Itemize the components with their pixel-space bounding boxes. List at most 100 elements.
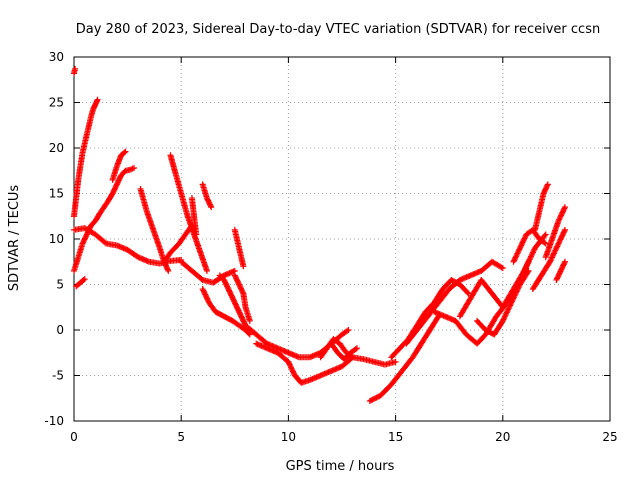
y-tick-label: 15 — [49, 187, 64, 201]
series-arc-4 — [109, 148, 129, 183]
data-point — [392, 358, 399, 365]
data-point — [366, 397, 373, 404]
data-point — [204, 295, 211, 302]
data-point — [344, 327, 351, 334]
data-point — [521, 235, 528, 242]
data-point — [511, 257, 518, 264]
data-point — [556, 239, 563, 246]
data-point — [561, 228, 568, 235]
y-tick-label: -5 — [52, 369, 64, 383]
series-arc-29 — [542, 204, 568, 261]
data-point — [520, 236, 527, 243]
data-point — [556, 216, 563, 223]
series-arc-6 — [71, 225, 185, 267]
series-arc-25 — [456, 231, 549, 320]
data-point — [131, 165, 138, 172]
data-point — [369, 396, 376, 403]
data-point — [207, 202, 214, 209]
data-point — [72, 65, 79, 72]
series-arc-13 — [199, 286, 253, 338]
x-tick-label: 15 — [388, 430, 403, 444]
data-point — [555, 217, 562, 224]
axis-ticks: 0 5 10 15 20 25 -10 -5 0 5 10 15 20 25 30 — [44, 50, 617, 444]
data-point — [81, 276, 88, 283]
data-point — [515, 247, 522, 254]
data-point — [518, 242, 525, 249]
data-point — [203, 294, 210, 301]
data-point — [208, 204, 215, 211]
data-point — [556, 237, 563, 244]
data-point — [165, 267, 172, 274]
series-arc-30 — [529, 226, 568, 293]
series-arc-5 — [73, 276, 88, 290]
data-point — [511, 256, 518, 263]
series-arc-14 — [231, 226, 247, 270]
data-point — [558, 235, 565, 242]
data-point — [201, 290, 208, 297]
data-point — [286, 360, 293, 367]
data-point — [561, 258, 568, 265]
data-point — [544, 182, 551, 189]
data-point — [541, 232, 548, 239]
data-point — [204, 296, 211, 303]
series-arc-18 — [253, 340, 356, 386]
data-point — [202, 291, 209, 298]
y-tick-label: -10 — [44, 414, 64, 428]
series-arc-20 — [328, 340, 361, 363]
data-point — [368, 397, 375, 404]
data-point — [498, 264, 505, 271]
data-point — [199, 286, 206, 293]
data-point — [542, 231, 549, 238]
data-point — [286, 361, 293, 368]
data-point — [193, 231, 200, 238]
data-point — [520, 238, 527, 245]
series-arc-2 — [71, 65, 79, 77]
data-point — [290, 369, 297, 376]
data-point — [373, 394, 380, 401]
data-point — [561, 260, 568, 267]
data-point — [354, 345, 361, 352]
data-point — [374, 393, 381, 400]
data-point — [345, 327, 352, 333]
data-point — [522, 234, 529, 241]
x-tick-label: 10 — [281, 430, 296, 444]
series-arc-12 — [178, 258, 238, 286]
data-point — [559, 209, 566, 216]
data-point — [289, 368, 296, 375]
data-point — [541, 239, 548, 246]
data-point — [200, 288, 207, 295]
series-arc-8 — [167, 152, 210, 274]
data-point — [202, 292, 209, 299]
data-point — [559, 232, 566, 239]
data-point — [80, 276, 87, 283]
data-point — [121, 149, 128, 156]
data-point — [560, 229, 567, 236]
data-point — [370, 395, 377, 402]
series-arc-3 — [71, 165, 138, 274]
data-point — [101, 239, 108, 246]
data-point — [544, 181, 551, 188]
series-arc-19 — [317, 336, 399, 368]
data-point — [465, 290, 472, 297]
data-point — [513, 251, 520, 258]
series-arc-21 — [366, 313, 442, 404]
data-point — [556, 215, 563, 222]
data-point — [246, 317, 253, 324]
data-point — [512, 254, 519, 261]
data-point — [188, 223, 195, 230]
data-points — [71, 65, 568, 404]
data-point — [499, 265, 506, 272]
x-tick-label: 25 — [602, 430, 617, 444]
series-arc-22 — [388, 276, 472, 361]
data-point — [352, 346, 359, 353]
data-point — [557, 213, 564, 220]
data-point — [517, 243, 524, 250]
y-tick-label: 20 — [49, 141, 64, 155]
data-point — [287, 362, 294, 369]
y-tick-label: 0 — [56, 323, 64, 337]
data-point — [164, 266, 171, 273]
series-arc-31 — [553, 258, 568, 283]
data-point — [516, 245, 523, 252]
series-arc-11 — [161, 222, 195, 265]
